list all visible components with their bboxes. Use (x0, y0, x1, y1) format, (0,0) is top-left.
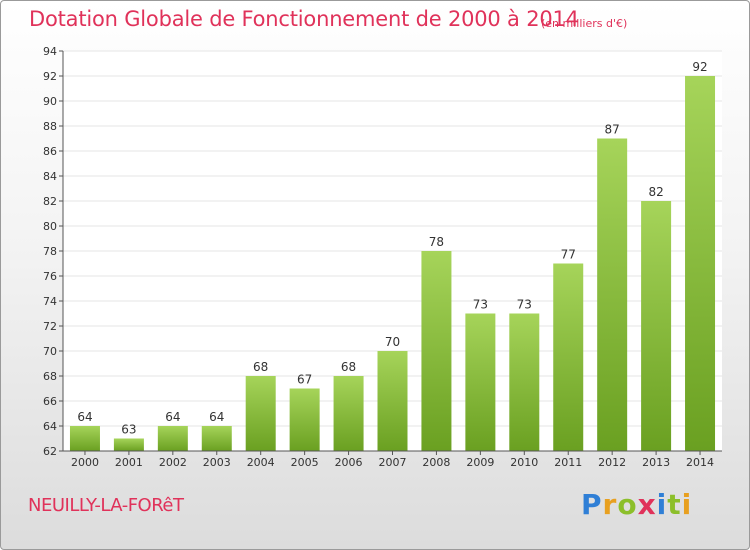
y-tick-label: 72 (43, 320, 57, 333)
bar-2000 (69, 426, 100, 451)
bar-2007 (377, 351, 408, 451)
y-tick-label: 62 (43, 445, 57, 458)
logo-letter: r (602, 488, 618, 521)
x-tick-label: 2011 (554, 456, 582, 469)
data-label: 73 (473, 298, 488, 312)
data-label: 64 (77, 410, 92, 424)
x-tick-label: 2000 (71, 456, 99, 469)
data-label: 63 (121, 423, 136, 437)
x-tick-label: 2006 (335, 456, 363, 469)
x-tick-label: 2004 (247, 456, 275, 469)
data-label: 68 (253, 360, 268, 374)
chart-subtitle: (en milliers d'€) (541, 17, 628, 30)
y-tick-label: 78 (43, 245, 57, 258)
x-tick-label: 2010 (510, 456, 538, 469)
y-tick-label: 68 (43, 370, 57, 383)
x-tick-label: 2012 (598, 456, 626, 469)
chart-title: Dotation Globale de Fonctionnement de 20… (29, 7, 579, 31)
bar-2012 (597, 138, 628, 451)
y-tick-label: 92 (43, 70, 57, 83)
data-label: 73 (517, 298, 532, 312)
data-label: 64 (165, 410, 180, 424)
logo-letter: t (667, 488, 682, 521)
city-name: NEUILLY-LA-FORêT (28, 495, 184, 516)
y-tick-label: 64 (43, 420, 57, 433)
bar-2014 (685, 76, 716, 451)
bar-2008 (421, 251, 452, 451)
y-tick-label: 90 (43, 95, 57, 108)
x-tick-label: 2009 (466, 456, 494, 469)
data-label: 92 (692, 60, 707, 74)
y-tick-label: 74 (43, 295, 57, 308)
x-tick-label: 2008 (422, 456, 450, 469)
data-label: 77 (561, 248, 576, 262)
logo-letter: o (617, 488, 638, 521)
data-label: 82 (648, 185, 663, 199)
y-tick-label: 70 (43, 345, 57, 358)
y-tick-label: 82 (43, 195, 57, 208)
x-tick-label: 2002 (159, 456, 187, 469)
bar-2011 (553, 263, 584, 451)
bar-2006 (333, 376, 364, 451)
y-tick-label: 86 (43, 145, 57, 158)
data-label: 67 (297, 373, 312, 387)
data-label: 78 (429, 235, 444, 249)
proxiti-logo: Proxiti (581, 488, 692, 521)
bar-2005 (289, 388, 320, 451)
bar-2004 (245, 376, 276, 451)
logo-letter: i (681, 488, 693, 521)
y-tick-label: 84 (43, 170, 57, 183)
bar-2003 (201, 426, 232, 451)
data-label: 87 (605, 123, 620, 137)
logo-letter: P (581, 488, 603, 521)
bar-2013 (641, 201, 672, 451)
bar-2001 (113, 438, 144, 451)
x-tick-label: 2014 (686, 456, 714, 469)
bar-2010 (509, 313, 540, 451)
y-tick-label: 76 (43, 270, 57, 283)
y-tick-label: 88 (43, 120, 57, 133)
x-tick-label: 2005 (291, 456, 319, 469)
bars (69, 76, 716, 451)
x-tick-label: 2013 (642, 456, 670, 469)
y-tick-label: 66 (43, 395, 57, 408)
x-tick-label: 2001 (115, 456, 143, 469)
data-labels: 64 63 64 64 68 67 68 70 78 73 73 77 87 82 92 (77, 60, 707, 437)
x-tick-label: 2007 (379, 456, 407, 469)
y-tick-label: 80 (43, 220, 57, 233)
data-label: 68 (341, 360, 356, 374)
logo-letter: x (637, 488, 657, 521)
y-tick-label: 94 (43, 45, 57, 58)
axes: 62 64 66 68 70 72 74 76 78 80 82 84 86 88 90 92 94 2000 20… (43, 45, 722, 469)
bar-2002 (157, 426, 188, 451)
data-label: 70 (385, 335, 400, 349)
data-label: 64 (209, 410, 224, 424)
x-tick-label: 2003 (203, 456, 231, 469)
logo-letter: i (656, 488, 668, 521)
bar-2009 (465, 313, 496, 451)
